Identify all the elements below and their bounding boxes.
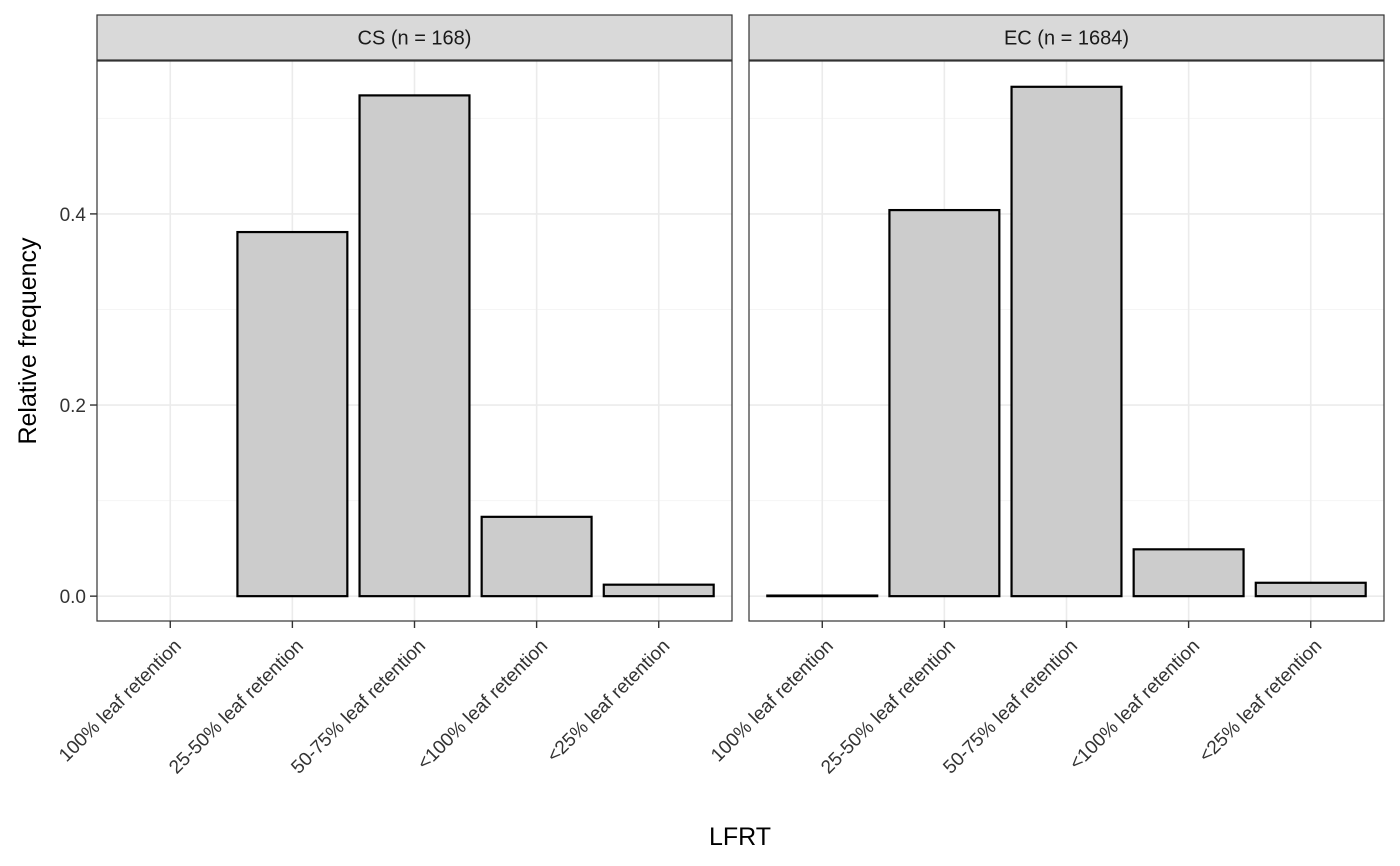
y-tick-label: 0.0 [60,587,86,608]
x-tick-label: 50-75% leaf retention [287,636,430,779]
x-axis-title: LFRT [709,823,771,851]
facet-strip-label: EC (n = 1684) [1004,28,1129,50]
x-tick-label: 25-50% leaf retention [817,636,960,779]
y-tick-label: 0.4 [60,205,87,226]
facet-strip [96,14,733,61]
bar-5 [1254,581,1367,598]
bar-3 [358,94,471,598]
bar-5 [602,583,715,598]
x-tick-label: 100% leaf retention [55,636,186,767]
bar-3 [1010,85,1123,598]
y-axis-title: Relative frequency [14,237,42,445]
x-tick-label: <25% leaf retention [543,636,674,767]
y-tick-label: 0.2 [60,396,86,417]
facet-strip [748,14,1385,61]
x-tick-label: <100% leaf retention [1066,636,1204,774]
x-tick-label: <100% leaf retention [414,636,552,774]
bar-2 [236,230,349,598]
bar-4 [480,515,593,598]
bar-1 [766,594,879,598]
facet-strip-label: CS (n = 168) [358,28,472,50]
bar-2 [888,208,1001,598]
bar-4 [1132,548,1245,598]
x-tick-label: <25% leaf retention [1195,636,1326,767]
x-tick-label: 50-75% leaf retention [939,636,1082,779]
x-tick-label: 25-50% leaf retention [165,636,308,779]
x-tick-label: 100% leaf retention [707,636,838,767]
